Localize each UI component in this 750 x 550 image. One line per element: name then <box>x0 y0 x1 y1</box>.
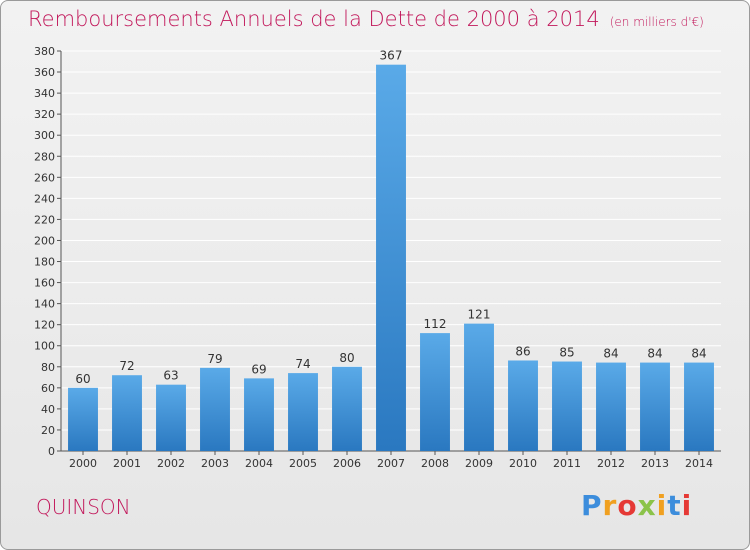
data-label: 63 <box>163 369 178 383</box>
data-label: 69 <box>251 362 266 376</box>
logo-letter: o <box>617 489 638 522</box>
y-tick-label: 300 <box>34 129 55 142</box>
data-label: 85 <box>559 346 574 360</box>
y-tick-label: 100 <box>34 340 55 353</box>
y-tick-label: 180 <box>34 256 55 269</box>
bar-2008 <box>420 333 450 451</box>
x-tick-label: 2009 <box>465 457 493 470</box>
logo-letter: i <box>681 489 693 522</box>
y-tick-label: 360 <box>34 66 55 79</box>
bar-2007 <box>376 64 406 452</box>
logo-letter: i <box>656 489 668 522</box>
commune-name: QUINSON <box>36 495 131 519</box>
y-tick-label: 340 <box>34 87 55 100</box>
x-tick-label: 2013 <box>641 457 669 470</box>
bar-2003 <box>200 367 230 451</box>
data-label: 84 <box>691 347 706 361</box>
y-tick-label: 80 <box>41 361 55 374</box>
logo-letter: x <box>637 489 657 522</box>
y-tick-label: 380 <box>34 45 55 58</box>
bar-2002 <box>156 384 186 451</box>
bar-2000 <box>68 387 98 451</box>
x-tick-label: 2001 <box>113 457 141 470</box>
x-tick-label: 2000 <box>69 457 97 470</box>
y-tick-label: 60 <box>41 382 55 395</box>
x-tick-label: 2008 <box>421 457 449 470</box>
x-tick-label: 2005 <box>289 457 317 470</box>
y-tick-label: 140 <box>34 298 55 311</box>
x-tick-label: 2004 <box>245 457 273 470</box>
y-tick-label: 320 <box>34 108 55 121</box>
y-tick-label: 200 <box>34 234 55 247</box>
x-tick-label: 2014 <box>685 457 713 470</box>
bar-2004 <box>244 378 274 451</box>
bar-2013 <box>640 362 670 451</box>
y-tick-label: 240 <box>34 192 55 205</box>
chart-title: Remboursements Annuels de la Dette de 20… <box>28 7 704 31</box>
bar-2009 <box>464 323 494 451</box>
bar-2005 <box>288 373 318 451</box>
chart-unit: (en milliers d'€) <box>609 15 704 29</box>
bar-2011 <box>552 361 582 451</box>
logo-letter: t <box>667 489 682 522</box>
x-tick-label: 2006 <box>333 457 361 470</box>
y-tick-label: 40 <box>41 403 55 416</box>
data-label: 86 <box>515 344 530 358</box>
bar-2006 <box>332 366 362 451</box>
bar-2014 <box>684 362 714 451</box>
data-label: 74 <box>295 357 310 371</box>
x-tick-label: 2007 <box>377 457 405 470</box>
data-label: 80 <box>339 351 354 365</box>
data-label: 60 <box>75 372 90 386</box>
data-label: 367 <box>380 49 403 63</box>
data-label: 79 <box>207 352 222 366</box>
bar-2001 <box>112 375 142 451</box>
data-label: 84 <box>603 347 618 361</box>
y-tick-label: 220 <box>34 213 55 226</box>
data-label: 84 <box>647 347 662 361</box>
bar-2010 <box>508 360 538 451</box>
x-tick-label: 2002 <box>157 457 185 470</box>
x-tick-label: 2003 <box>201 457 229 470</box>
logo-letter: r <box>602 489 618 522</box>
x-tick-label: 2010 <box>509 457 537 470</box>
x-tick-label: 2012 <box>597 457 625 470</box>
y-tick-label: 280 <box>34 150 55 163</box>
y-tick-label: 160 <box>34 277 55 290</box>
data-label: 121 <box>468 308 491 322</box>
chart-title-text: Remboursements Annuels de la Dette de 20… <box>28 7 600 31</box>
y-tick-label: 20 <box>41 424 55 437</box>
data-label: 72 <box>119 359 134 373</box>
bar-2012 <box>596 362 626 451</box>
logo-letter: P <box>581 489 603 522</box>
y-tick-label: 120 <box>34 319 55 332</box>
y-tick-label: 0 <box>48 445 55 458</box>
data-label: 112 <box>424 317 447 331</box>
x-tick-label: 2011 <box>553 457 581 470</box>
proxiti-logo: Proxiti <box>581 489 692 522</box>
y-tick-label: 260 <box>34 171 55 184</box>
